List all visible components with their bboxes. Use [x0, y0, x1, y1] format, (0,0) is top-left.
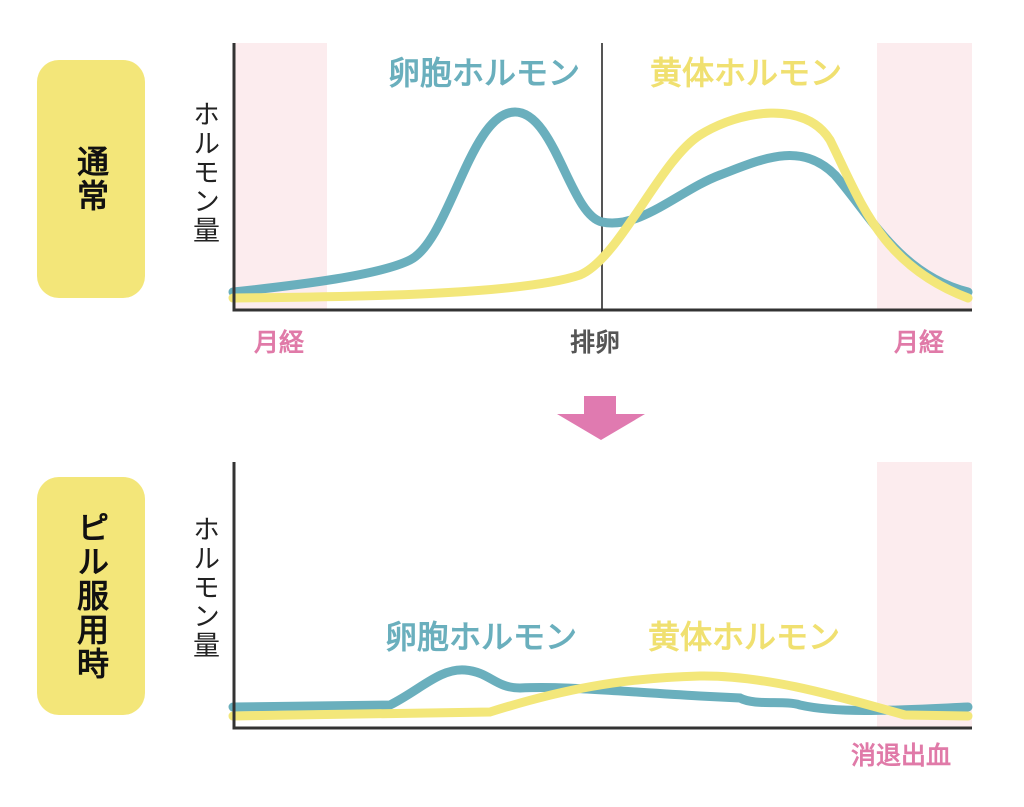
pill-label-box: ピル服用時	[37, 477, 145, 715]
y-axis-label-bottom: ホルモン量	[188, 515, 219, 660]
chart-axes-top	[232, 43, 972, 312]
menses-label-right: 月経	[894, 328, 945, 357]
follicular-label-bottom: 卵胞ホルモン	[385, 618, 578, 656]
y-axis-label-top: ホルモン量	[188, 100, 219, 245]
normal-title: 通常	[72, 145, 110, 213]
menses-band-right	[877, 43, 972, 310]
down-arrow-icon	[557, 396, 645, 440]
luteal-hormone-curve-pill	[228, 671, 973, 721]
pill-title: ピル服用時	[72, 511, 110, 681]
chart-axes-bottom	[232, 462, 972, 730]
luteal-label-bottom: 黄体ホルモン	[648, 618, 841, 656]
normal-label-box: 通常	[37, 60, 145, 298]
withdrawal-bleeding-band	[877, 462, 972, 728]
menses-label-left: 月経	[254, 328, 305, 357]
ovulation-label: 排卵	[570, 328, 621, 357]
follicular-hormone-curve-normal	[228, 107, 973, 297]
follicular-hormone-curve-pill	[228, 665, 973, 716]
luteal-label-top: 黄体ホルモン	[650, 54, 843, 92]
follicular-label-top: 卵胞ホルモン	[388, 54, 581, 92]
luteal-hormone-curve-normal	[228, 108, 973, 303]
withdrawal-bleeding-label: 消退出血	[851, 741, 952, 770]
menses-band-left	[234, 43, 327, 310]
